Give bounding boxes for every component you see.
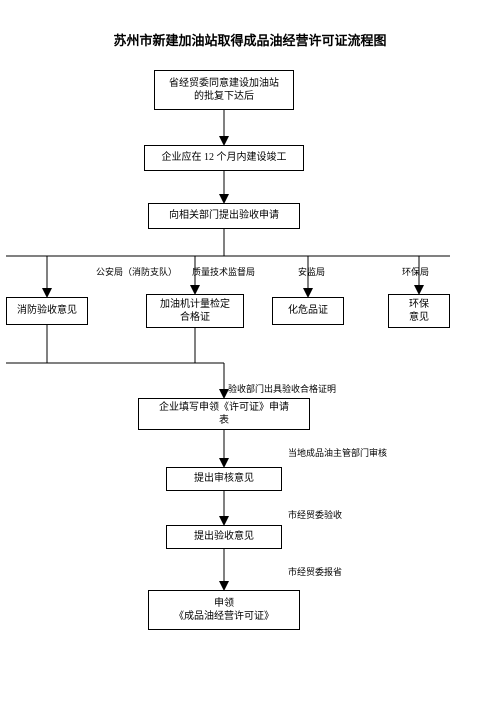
node-env-opinion: 环保意见 — [388, 294, 450, 328]
label-city-accept: 市经贸委验收 — [288, 508, 342, 521]
node-accept-opinion: 提出验收意见 — [166, 525, 282, 549]
node-text: 向相关部门提出验收申请 — [169, 209, 279, 223]
node-review-opinion: 提出审核意见 — [166, 467, 282, 491]
label-city-report: 市经贸委报省 — [288, 565, 342, 578]
node-text: 环保意见 — [409, 298, 429, 325]
label-env-dept: 环保局 — [402, 265, 429, 278]
node-meter-cert: 加油机计量检定合格证 — [146, 294, 244, 328]
node-text: 加油机计量检定合格证 — [160, 298, 230, 325]
page-title: 苏州市新建加油站取得成品油经营许可证流程图 — [0, 30, 500, 49]
node-text: 企业应在 12 个月内建设竣工 — [162, 151, 287, 165]
label-quality-dept: 质量技术监督局 — [192, 265, 255, 278]
node-fill-app: 企业填写申领《许可证》申请表 — [138, 398, 310, 430]
node-text: 化危品证 — [288, 304, 328, 318]
node-hazmat-cert: 化危品证 — [272, 297, 344, 325]
node-text: 提出审核意见 — [194, 472, 254, 486]
node-build-12m: 企业应在 12 个月内建设竣工 — [144, 145, 304, 171]
node-approval: 省经贸委同意建设加油站的批复下达后 — [154, 70, 294, 110]
label-fire-dept: 公安局（消防支队） — [96, 265, 177, 278]
node-text: 消防验收意见 — [17, 304, 77, 318]
node-get-license: 申领《成品油经营许可证》 — [148, 590, 300, 630]
flowchart-page: 苏州市新建加油站取得成品油经营许可证流程图 省经贸委同意建设加油站的批复下达后 … — [0, 0, 500, 708]
node-text: 企业填写申领《许可证》申请表 — [159, 401, 289, 428]
label-safety-dept: 安监局 — [298, 265, 325, 278]
label-local-review: 当地成品油主管部门审核 — [288, 446, 387, 459]
node-text: 提出验收意见 — [194, 530, 254, 544]
node-text: 省经贸委同意建设加油站的批复下达后 — [169, 77, 279, 104]
node-apply-accept: 向相关部门提出验收申请 — [148, 203, 300, 229]
label-cert-proof: 验收部门出具验收合格证明 — [228, 382, 336, 395]
node-text: 申领《成品油经营许可证》 — [174, 597, 274, 624]
node-fire-opinion: 消防验收意见 — [6, 297, 88, 325]
